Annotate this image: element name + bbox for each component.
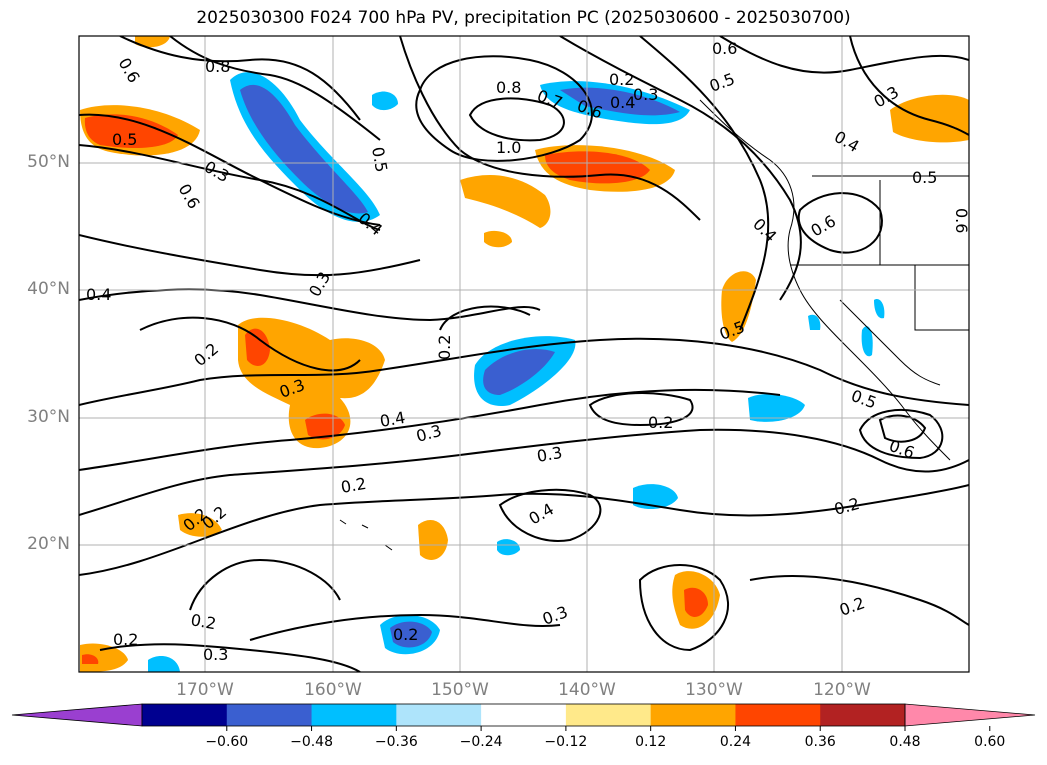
shade-pos-red [684,587,708,617]
contour-label: 0.3 [201,157,233,186]
contour-label: 0.8 [496,78,521,97]
shade-pos-red [245,328,270,366]
colorbar-bin [565,704,652,726]
map-frame [78,35,970,673]
lat-label: 40°N [27,279,70,299]
shade-pos [178,513,222,537]
colorbar-bin [735,704,821,726]
map-title: 2025030300 F024 700 hPa PV, precipitatio… [196,8,851,28]
contour-label: 0.2 [832,494,862,519]
colorbar-outline [141,703,906,727]
shade-neg-dark [560,87,680,116]
shade-pos-red [84,114,178,148]
pv-contours [79,36,969,672]
contour-label: 0.4 [526,499,558,528]
lon-label: 160°W [304,680,362,700]
contour-label: 0.6 [175,181,204,213]
colorbar-tick-label: −0.60 [205,734,249,750]
colorbar-tick-label: 0.36 [804,734,836,750]
contour-label: 1.0 [496,138,521,157]
contour-label: 0.2 [393,625,418,644]
shade-neg [874,299,885,319]
shade-neg [808,314,821,330]
contour-label: 0.2 [648,413,673,432]
colorbar-tick-label: 0.60 [974,734,1006,750]
shade-pos [418,520,448,560]
colorbar-tick-label: −0.24 [459,734,503,750]
shade-pos [890,94,969,143]
contour-label: 0.6 [115,55,144,87]
contour-label: 0.2 [189,610,217,633]
contour-label: 0.4 [378,408,406,431]
shade-pos [460,175,551,228]
contour-label: 0.4 [831,127,863,156]
colorbar-bin [650,704,736,726]
contour-label: 0.6 [952,208,971,233]
shade-neg [372,91,398,111]
colorbar-bin [396,704,482,726]
shade-neg-dark [240,84,368,214]
colorbar [11,703,1036,731]
contour-label: 0.5 [707,69,737,96]
colorbar-bin [311,704,397,726]
colorbar-tick-label: −0.48 [290,734,333,750]
colorbar-extend-high [904,703,1036,727]
shade-neg [633,484,678,510]
colorbar-bin [226,704,313,726]
contour-label: 0.5 [112,130,137,149]
contour-label: 0.2 [837,593,867,620]
contour-label: 0.2 [113,630,138,649]
shade-pos [80,643,128,672]
contour-label: 0.3 [540,602,570,629]
lon-label: 140°W [558,680,616,700]
shade-neg [748,394,805,422]
contour-label: 0.2 [190,339,222,370]
contour-label: 0.4 [86,285,111,304]
colorbar-tick-label: −0.36 [374,734,418,750]
shade-pos [135,36,170,48]
lon-label: 120°W [813,680,871,700]
shade-pos [484,230,512,248]
contour-label: 0.2 [435,335,454,360]
contour-label: 0.3 [305,268,334,300]
lon-label: 130°W [685,680,743,700]
shade-pos-red [305,413,345,440]
colorbar-extend-low [11,703,143,727]
shade-neg [497,539,520,556]
lat-label: 20°N [27,534,70,554]
colorbar-bin [820,704,906,726]
contour-label: 0.6 [712,39,737,58]
shade-pos-red [82,654,99,664]
shade-neg-dark [390,621,432,648]
contour-label: 0.8 [205,57,230,76]
colorbar-tick-label: 0.24 [719,734,752,750]
colorbar-tick-label: 0.12 [635,734,667,750]
shade-neg-dark [483,349,555,395]
shade-neg [148,656,180,672]
contour-label: 0.2 [339,474,367,497]
colorbar-tick-label: −0.12 [544,734,588,750]
gridlines [79,36,969,672]
contour-label: 0.5 [912,168,937,187]
lon-label: 150°W [431,680,489,700]
contour-label: 0.4 [610,93,635,112]
lat-label: 30°N [27,407,70,427]
lat-label: 50°N [27,152,70,172]
colorbar-tick-label: 0.48 [889,734,921,750]
contour-label: 0.3 [535,443,563,466]
colorbar-bin [142,704,228,726]
contour-label: 0.6 [808,211,840,240]
contour-label: 0.2 [609,70,634,89]
contour-label: 0.4 [749,214,780,245]
contour-label: 0.3 [633,85,658,104]
contour-label: 0.5 [368,145,391,173]
shade-neg [861,326,873,357]
colorbar-bin [481,704,567,726]
contour-label: 0.3 [203,645,228,664]
shade-pos [721,271,756,342]
lon-label: 170°W [176,680,234,700]
